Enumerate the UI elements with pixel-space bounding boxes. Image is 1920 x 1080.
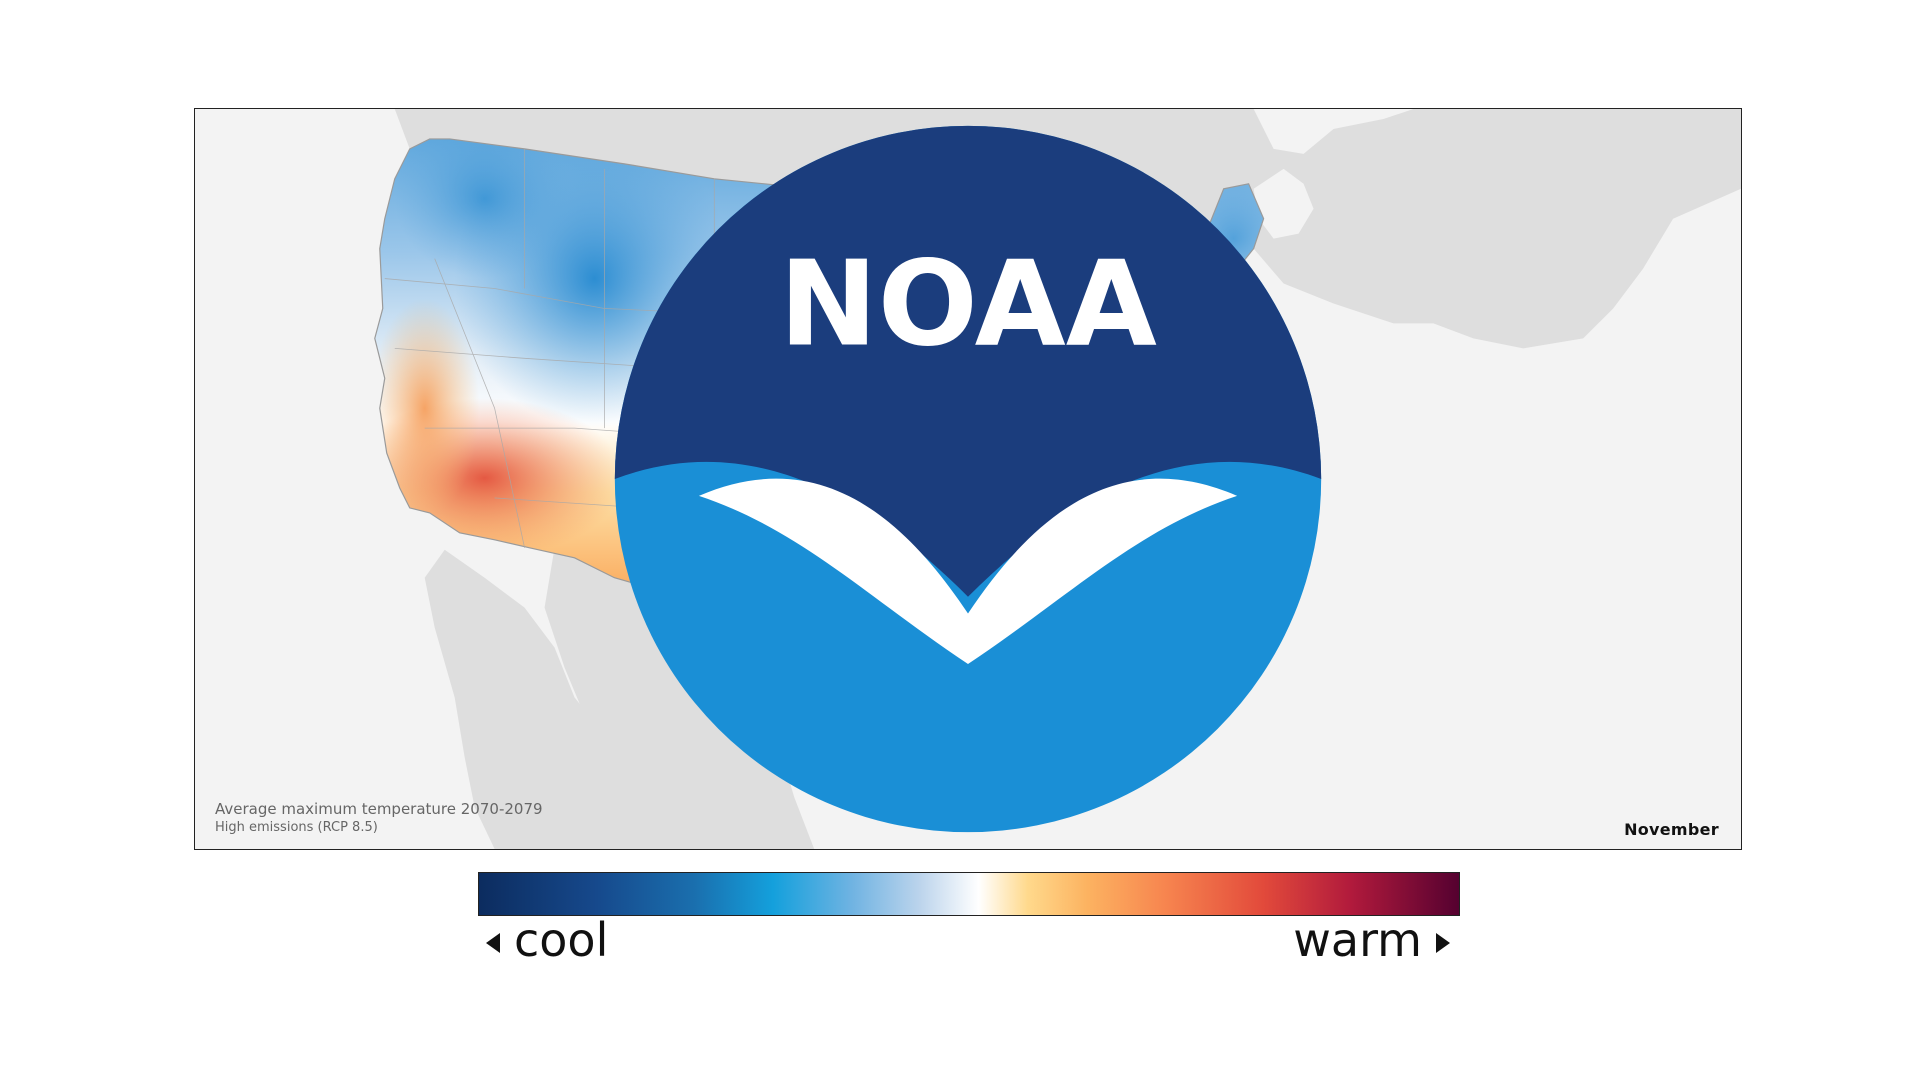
mexico-landmass [544,547,815,849]
baja-mexico-landmass [424,549,715,849]
great-lakes-water [1253,168,1314,239]
cool-label-text: cool [514,913,609,967]
noaa-logo-text: NOAA [779,235,1157,372]
cool-label: cool [486,910,608,970]
map-caption: Average maximum temperature 2070-2079 Hi… [215,800,543,837]
month-label: November [1624,820,1719,839]
left-triangle-icon [486,933,500,953]
warm-label: warm [1293,910,1450,970]
color-scale-bar [478,872,1460,916]
caption-scenario: High emissions (RCP 8.5) [215,820,378,835]
map-panel: Average maximum temperature 2070-2079 Hi… [194,108,1742,850]
noaa-logo-icon: NOAA [614,125,1322,833]
warm-label-text: warm [1293,913,1422,967]
caption-title: Average maximum temperature 2070-2079 [215,800,543,818]
right-triangle-icon [1436,933,1450,953]
